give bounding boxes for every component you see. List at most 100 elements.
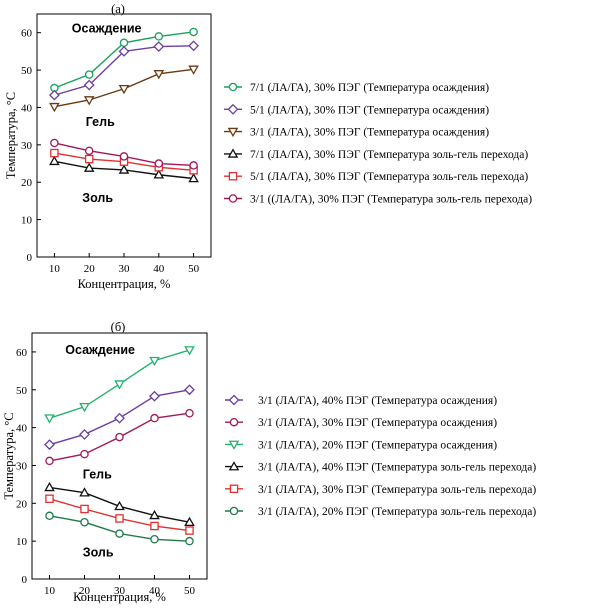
- legend-marker: [229, 506, 239, 516]
- data-point: [184, 346, 195, 356]
- y-tick-label: 10: [16, 536, 28, 548]
- legend-marker: [229, 484, 239, 494]
- region-label: Гель: [83, 468, 112, 482]
- data-point: [79, 429, 90, 440]
- data-point: [153, 41, 165, 52]
- data-point: [154, 32, 164, 41]
- region-label: Гель: [86, 115, 115, 129]
- data-point: [44, 414, 55, 424]
- series-group: [48, 40, 200, 101]
- y-tick-label: 50: [16, 385, 28, 397]
- legend-marker: [228, 394, 240, 406]
- y-tick-label: 0: [27, 252, 33, 264]
- data-point: [114, 412, 125, 424]
- data-point: [115, 432, 124, 442]
- data-point: [50, 148, 59, 158]
- x-tick-label: 40: [153, 263, 165, 275]
- panel-label: (а): [111, 2, 125, 16]
- data-point: [189, 161, 198, 170]
- chart-b: (б) 0 10 20 30 40 50 60 10 20 30 40 50 Концентрация, …: [2, 320, 536, 604]
- y-axis-label: Температура, °C: [4, 92, 18, 179]
- data-point: [185, 536, 194, 546]
- legend-marker: [228, 171, 238, 181]
- data-point: [79, 402, 90, 413]
- data-point: [83, 79, 95, 91]
- series-group: [44, 481, 195, 527]
- legend-label: 3/1 (ЛА/ГА), 40% ПЭГ (Температура осажде…: [258, 395, 497, 407]
- region-label: Золь: [82, 191, 113, 205]
- series-group: [45, 494, 194, 535]
- series-group: [45, 408, 194, 466]
- x-tick-label: 50: [184, 585, 196, 597]
- data-point: [44, 481, 55, 492]
- legend-label: 3/1 (ЛА/ГА), 20% ПЭГ (Температура осажде…: [258, 439, 497, 451]
- legend-label: 5/1 (ЛА/ГА), 30% ПЭГ (Температура осажде…: [250, 104, 489, 116]
- data-point: [188, 40, 200, 52]
- data-point: [119, 152, 129, 161]
- x-tick-label: 30: [114, 585, 126, 597]
- series-group: [44, 346, 195, 424]
- data-point: [80, 517, 89, 527]
- y-tick-label: 10: [21, 215, 33, 227]
- y-tick-label: 20: [21, 177, 33, 189]
- region-label: Золь: [83, 545, 114, 559]
- series-group: [49, 155, 199, 183]
- data-point: [80, 504, 89, 514]
- y-tick-label: 50: [21, 65, 33, 77]
- y-tick-label: 60: [16, 347, 28, 359]
- data-point: [83, 162, 95, 172]
- legend-marker: [228, 82, 238, 92]
- data-point: [184, 516, 195, 527]
- data-point: [119, 38, 129, 48]
- data-point: [150, 413, 159, 423]
- x-tick-label: 50: [188, 263, 200, 275]
- legend-marker: [228, 440, 240, 450]
- panel-label: (б): [111, 320, 126, 334]
- x-axis-label: Концентрация, %: [73, 590, 166, 604]
- series-group: [45, 511, 194, 546]
- data-point: [84, 70, 94, 79]
- y-tick-label: 0: [22, 574, 28, 586]
- legend-marker: [227, 148, 239, 158]
- data-point: [115, 529, 124, 538]
- y-tick-label: 30: [21, 140, 33, 152]
- data-point: [185, 526, 194, 535]
- data-point: [83, 96, 95, 106]
- data-point: [45, 511, 54, 521]
- y-tick-label: 30: [16, 460, 28, 472]
- data-point: [84, 154, 94, 164]
- data-point: [118, 164, 130, 174]
- data-point: [185, 408, 194, 418]
- data-point: [44, 439, 55, 451]
- y-tick-label: 60: [21, 28, 33, 40]
- data-point: [154, 159, 164, 168]
- plot-frame: [31, 332, 208, 580]
- x-tick-label: 40: [149, 585, 161, 597]
- series-group: [44, 384, 195, 451]
- legend-label: 3/1 (ЛА/ГА), 30% ПЭГ (Температура осажде…: [258, 417, 497, 429]
- legend-label: 3/1 ((ЛА/ГА), 30% ПЭГ (Температура золь-…: [250, 194, 532, 206]
- y-tick-label: 20: [16, 498, 28, 510]
- x-tick-label: 30: [119, 263, 131, 275]
- x-axis-label: Концентрация, %: [78, 277, 171, 291]
- data-point: [49, 155, 60, 166]
- data-point: [153, 70, 165, 80]
- data-point: [45, 494, 54, 504]
- legend-label: 3/1 (ЛА/ГА), 40% ПЭГ (Температура золь-г…: [258, 462, 536, 474]
- data-point: [84, 146, 94, 156]
- data-point: [49, 102, 60, 113]
- x-tick-label: 20: [84, 263, 96, 275]
- chart-a: (а) 0 10 20 30 40 50 60 10 20 30 40 50 Концентрация, …: [4, 2, 532, 291]
- data-point: [45, 456, 54, 466]
- data-point: [80, 449, 89, 459]
- legend-label: 3/1 (ЛА/ГА), 30% ПЭГ (Температура золь-г…: [258, 484, 536, 496]
- data-point: [149, 390, 160, 402]
- series-group: [50, 27, 198, 93]
- legend-label: 3/1 (ЛА/ГА), 20% ПЭГ (Температура золь-г…: [258, 506, 536, 518]
- legend-marker: [228, 194, 238, 203]
- y-axis-label: Температура, °C: [2, 412, 16, 499]
- series-group: [49, 65, 199, 113]
- data-point: [188, 172, 199, 183]
